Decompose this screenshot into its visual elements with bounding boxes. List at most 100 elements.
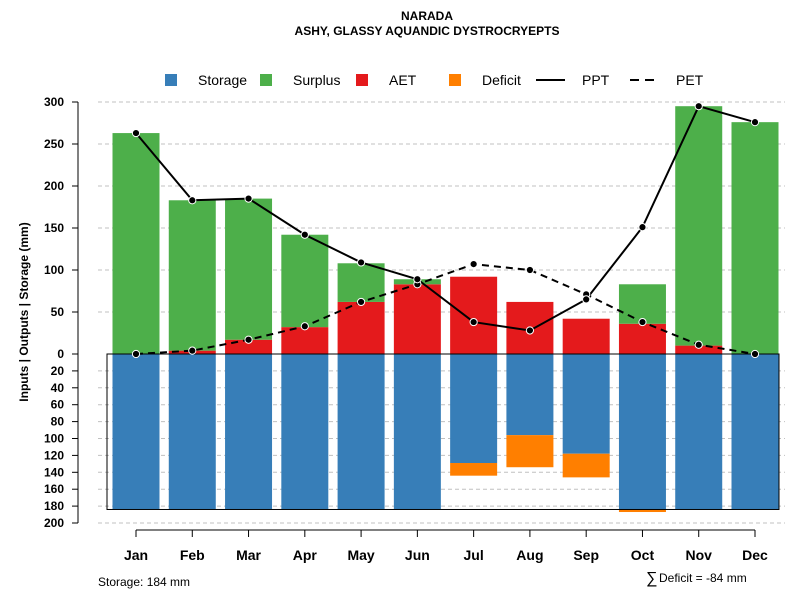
pet-point (356, 297, 366, 307)
y-tick-label: 100 (44, 263, 64, 277)
ppt-point (694, 102, 703, 111)
x-tick-label: Oct (631, 547, 655, 563)
y-tick-label: 180 (44, 499, 64, 513)
legend-label: AET (389, 72, 417, 88)
surplus-bar (731, 122, 779, 354)
ppt-point (188, 196, 197, 205)
storage-bar (506, 354, 554, 436)
ppt-point (413, 275, 422, 284)
legend-label: Surplus (293, 72, 340, 88)
ppt-line (135, 105, 756, 332)
y-tick-label: 150 (44, 221, 64, 235)
surplus-bar (225, 198, 273, 340)
storage-bar (675, 354, 723, 510)
aet-bar (393, 284, 441, 354)
surplus-bar (112, 133, 160, 354)
ppt-point (244, 194, 253, 203)
surplus-bar (281, 234, 329, 328)
aet-bar (562, 318, 610, 354)
surplus-bar (618, 284, 666, 324)
legend-swatch (356, 74, 368, 86)
aet-bar (675, 345, 723, 354)
aet-bar (281, 327, 329, 354)
storage-bar (450, 354, 498, 464)
surplus-bar (675, 106, 723, 346)
aet-bar (225, 339, 273, 354)
chart-title: NARADA (401, 9, 453, 23)
storage-bar (618, 354, 666, 510)
storage-bar (225, 354, 273, 510)
y-tick-label: 60 (51, 398, 65, 412)
ppt-point (638, 223, 647, 232)
y-tick-label: 200 (44, 516, 64, 530)
ppt-point (300, 230, 309, 239)
ppt-point (750, 118, 760, 127)
pet-point (131, 349, 141, 359)
pet-point (525, 265, 535, 275)
x-tick-label: Feb (180, 547, 205, 563)
aet-bar (337, 301, 385, 354)
pet-line (135, 263, 756, 355)
ppt-point (469, 317, 478, 327)
y-axis-label: Inputs | Outputs | Storage (mm) (17, 222, 31, 401)
pet-point (694, 340, 703, 349)
y-tick-label: 250 (44, 137, 64, 151)
pet-point (469, 260, 478, 269)
y-tick-label: 0 (57, 347, 64, 361)
deficit-bar (450, 463, 498, 476)
legend-swatch (449, 74, 461, 86)
y-tick-label: 20 (51, 364, 65, 378)
deficit-bar (618, 509, 666, 513)
legend-swatch (260, 74, 272, 86)
legend-label: Storage (198, 72, 247, 88)
deficit-bar (562, 453, 610, 478)
x-tick-label: Jul (464, 547, 484, 563)
legend-label: Deficit (482, 72, 521, 88)
storage-note: Storage: 184 mm (98, 575, 190, 589)
x-tick-label: Jun (405, 547, 430, 563)
deficit-bar (506, 435, 554, 468)
x-tick-label: May (347, 547, 374, 563)
storage-bar (168, 354, 216, 510)
y-tick-label: 50 (51, 305, 65, 319)
legend-label: PET (676, 72, 704, 88)
x-tick-label: Apr (293, 547, 318, 563)
y-tick-label: 200 (44, 179, 64, 193)
storage-bar (112, 354, 160, 510)
y-tick-label: 100 (44, 432, 64, 446)
aet-bar (618, 323, 666, 354)
series-lines (131, 102, 760, 359)
x-tick-label: Nov (686, 547, 713, 563)
aet-bar (450, 276, 498, 354)
ppt-point (356, 258, 366, 267)
ppt-point (131, 128, 141, 138)
y-tick-label: 120 (44, 448, 64, 462)
sum-symbol: ∑ (646, 570, 657, 587)
axes: 300 250 200 150 100 50 0 20 40 60 80 100 120 140 160 18… (44, 95, 768, 563)
ppt-point (525, 326, 535, 335)
pet-point (244, 335, 253, 344)
y-tick-label: 300 (44, 95, 64, 109)
legend-swatch (165, 74, 177, 86)
storage-bar (731, 354, 779, 510)
pet-point (638, 317, 647, 327)
legend-label: PPT (582, 72, 610, 88)
storage-bar (393, 354, 441, 510)
chart-subtitle: ASHY, GLASSY AQUANDIC DYSTROCRYEPTS (295, 24, 560, 38)
pet-point (188, 346, 197, 355)
storage-bar (562, 354, 610, 454)
bars (106, 106, 780, 513)
deficit-note: Deficit = -84 mm (659, 571, 747, 585)
x-tick-label: Mar (236, 547, 261, 563)
y-tick-label: 80 (51, 415, 65, 429)
pet-point (300, 322, 309, 331)
pet-point (750, 349, 760, 359)
surplus-bar (337, 263, 385, 302)
y-tick-label: 40 (51, 381, 65, 395)
surplus-bar (168, 200, 216, 351)
legend: Storage Surplus AET Deficit PPT PET (165, 72, 704, 88)
y-tick-label: 160 (44, 482, 64, 496)
storage-bar (281, 354, 329, 510)
x-tick-label: Sep (573, 547, 599, 563)
